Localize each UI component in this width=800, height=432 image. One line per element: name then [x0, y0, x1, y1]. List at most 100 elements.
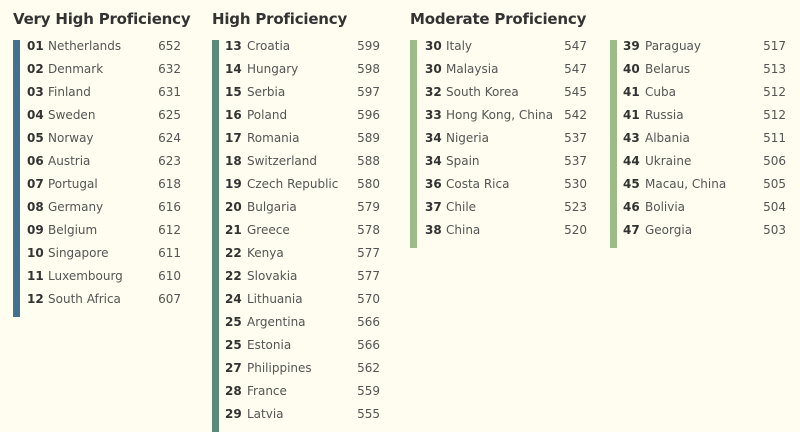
country-row: 30 Malaysia 547 [425, 58, 587, 81]
group-color-bar [13, 40, 20, 317]
score: 547 [564, 39, 587, 53]
score: 588 [357, 154, 380, 168]
country-name: Albania [645, 131, 690, 145]
rank: 32 [425, 85, 442, 99]
country-name: Croatia [247, 39, 291, 53]
rank: 15 [225, 85, 242, 99]
rank: 05 [27, 131, 44, 145]
country-name: Germany [48, 200, 104, 214]
rank: 19 [225, 177, 242, 191]
country-row: 37 Chile 523 [425, 196, 587, 219]
country-name: Czech Republic [247, 177, 339, 191]
score: 512 [763, 108, 786, 122]
score: 610 [158, 269, 181, 283]
score: 607 [158, 292, 181, 306]
country-name: Romania [247, 131, 300, 145]
rank: 34 [425, 131, 442, 145]
group-color-bar [410, 40, 417, 248]
country-row: 19 Czech Republic 580 [225, 173, 380, 196]
country-row: 25 Estonia 566 [225, 334, 380, 357]
country-row: 29 Latvia 555 [225, 403, 380, 426]
score: 625 [158, 108, 181, 122]
country-row: 24 Lithuania 570 [225, 288, 380, 311]
country-name: Malaysia [446, 62, 499, 76]
score: 513 [763, 62, 786, 76]
country-name: Singapore [48, 246, 109, 260]
country-name: South Africa [48, 292, 121, 306]
rank: 17 [225, 131, 242, 145]
country-name: Finland [48, 85, 91, 99]
country-name: Ukraine [645, 154, 692, 168]
country-row: 44 Ukraine 506 [623, 150, 786, 173]
country-name: Costa Rica [446, 177, 510, 191]
country-row: 27 Philippines 562 [225, 357, 380, 380]
country-name: Belgium [48, 223, 98, 237]
rank: 09 [27, 223, 44, 237]
country-row: 46 Bolivia 504 [623, 196, 786, 219]
score: 520 [564, 223, 587, 237]
rank: 36 [425, 177, 442, 191]
score: 537 [564, 154, 587, 168]
country-name: Cuba [645, 85, 676, 99]
score: 624 [158, 131, 181, 145]
score: 503 [763, 223, 786, 237]
score: 579 [357, 200, 380, 214]
rank: 47 [623, 223, 640, 237]
score: 652 [158, 39, 181, 53]
score: 505 [763, 177, 786, 191]
country-name: Kenya [247, 246, 284, 260]
rank: 03 [27, 85, 44, 99]
rank: 18 [225, 154, 242, 168]
score: 542 [564, 108, 587, 122]
score: 616 [158, 200, 181, 214]
country-name: Chile [446, 200, 477, 214]
country-row: 13 Croatia 599 [225, 35, 380, 58]
score: 612 [158, 223, 181, 237]
rank: 30 [425, 62, 442, 76]
country-row: 21 Greece 578 [225, 219, 380, 242]
rank: 16 [225, 108, 242, 122]
score: 537 [564, 131, 587, 145]
country-row: 10 Singapore 611 [27, 242, 181, 265]
rank: 40 [623, 62, 640, 76]
country-name: Slovakia [247, 269, 298, 283]
country-row: 41 Cuba 512 [623, 81, 786, 104]
rank: 12 [27, 292, 44, 306]
country-row: 28 France 559 [225, 380, 380, 403]
score: 578 [357, 223, 380, 237]
score: 580 [357, 177, 380, 191]
country-name: Paraguay [645, 39, 702, 53]
country-row: 34 Spain 537 [425, 150, 587, 173]
country-name: Poland [247, 108, 288, 122]
country-row: 22 Slovakia 577 [225, 265, 380, 288]
rank: 29 [225, 407, 242, 421]
country-row: 20 Bulgaria 579 [225, 196, 380, 219]
country-row: 22 Kenya 577 [225, 242, 380, 265]
country-row: 16 Poland 596 [225, 104, 380, 127]
country-name: Argentina [247, 315, 306, 329]
group-heading: Moderate Proficiency [410, 10, 587, 28]
score: 506 [763, 154, 786, 168]
rank: 22 [225, 269, 242, 283]
country-name: Greece [247, 223, 290, 237]
rank: 10 [27, 246, 44, 260]
country-name: Hungary [247, 62, 299, 76]
country-name: Georgia [645, 223, 693, 237]
country-row: 09 Belgium 612 [27, 219, 181, 242]
country-row: 43 Albania 511 [623, 127, 786, 150]
group-color-bar [610, 40, 617, 248]
country-name: Bolivia [645, 200, 686, 214]
country-name: France [247, 384, 287, 398]
score: 504 [763, 200, 786, 214]
country-name: Hong Kong, China [446, 108, 554, 122]
country-name: Denmark [48, 62, 104, 76]
country-row: 12 South Africa 607 [27, 288, 181, 311]
score: 547 [564, 62, 587, 76]
country-row: 02 Denmark 632 [27, 58, 181, 81]
country-name: Luxembourg [48, 269, 123, 283]
country-name: China [446, 223, 481, 237]
country-row: 03 Finland 631 [27, 81, 181, 104]
rank: 13 [225, 39, 242, 53]
country-row: 38 China 520 [425, 219, 587, 242]
country-row: 40 Belarus 513 [623, 58, 786, 81]
